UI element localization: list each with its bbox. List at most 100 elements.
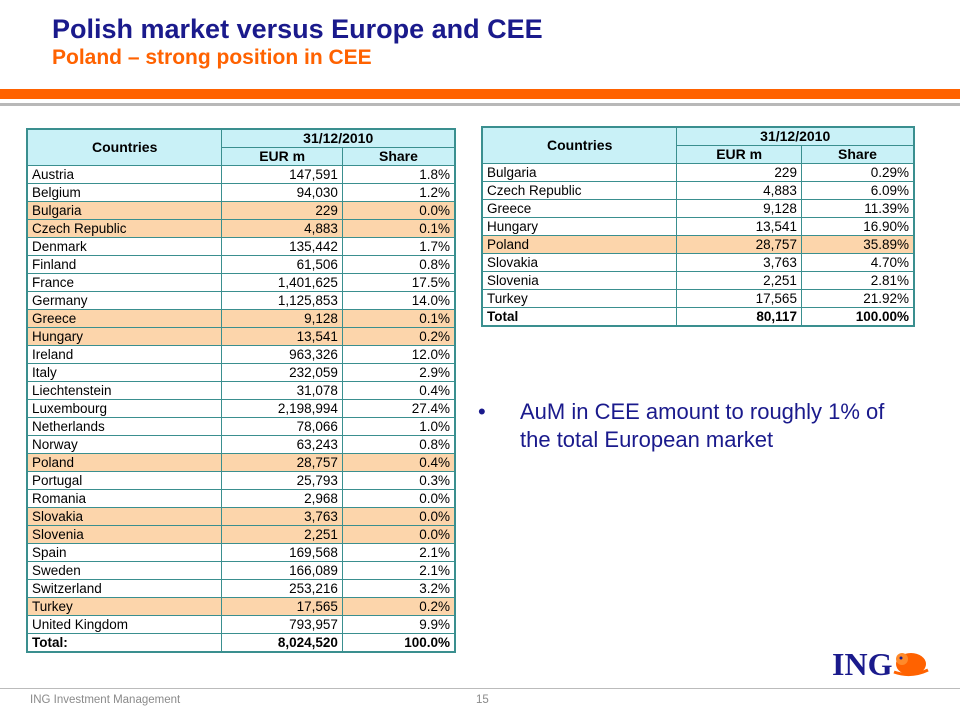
table-row: Poland 28,757 35.89% (481, 235, 915, 254)
table-row: Greece 9,128 11.39% (481, 199, 915, 218)
country-cell: France (26, 273, 223, 292)
table-row: Bulgaria 229 0.0% (26, 201, 456, 220)
footer-divider (0, 688, 960, 689)
share-cell: 0.1% (341, 309, 456, 328)
country-cell: Norway (26, 435, 223, 454)
country-cell: Slovenia (26, 525, 223, 544)
share-cell: 0.4% (341, 453, 456, 472)
country-cell: Greece (481, 199, 678, 218)
table-row: Sweden 166,089 2.1% (26, 561, 456, 580)
eur-cell: 31,078 (221, 381, 343, 400)
col-header-share: Share (800, 145, 915, 164)
share-cell: 1.8% (341, 165, 456, 184)
share-cell: 0.0% (341, 201, 456, 220)
country-cell: Hungary (481, 217, 678, 236)
share-cell: 1.0% (341, 417, 456, 436)
share-cell: 14.0% (341, 291, 456, 310)
share-cell: 0.8% (341, 255, 456, 274)
share-cell: 0.2% (341, 327, 456, 346)
country-cell: Ireland (26, 345, 223, 364)
eur-cell: 28,757 (221, 453, 343, 472)
table-row: Turkey 17,565 0.2% (26, 597, 456, 616)
share-cell: 9.9% (341, 615, 456, 634)
total-eur: 80,117 (676, 307, 802, 327)
share-cell: 11.39% (800, 199, 915, 218)
country-cell: United Kingdom (26, 615, 223, 634)
share-cell: 0.0% (341, 489, 456, 508)
table-row: Slovakia 3,763 4.70% (481, 253, 915, 272)
table-row: Belgium 94,030 1.2% (26, 183, 456, 202)
eur-cell: 1,125,853 (221, 291, 343, 310)
eur-cell: 2,968 (221, 489, 343, 508)
col-header-eur: EUR m (221, 147, 343, 166)
col-header-countries: Countries (26, 128, 223, 166)
eur-cell: 135,442 (221, 237, 343, 256)
eur-cell: 94,030 (221, 183, 343, 202)
share-cell: 0.0% (341, 525, 456, 544)
share-cell: 21.92% (800, 289, 915, 308)
col-header-share: Share (341, 147, 456, 166)
ing-logo: ING (832, 646, 932, 682)
table-row: Hungary 13,541 0.2% (26, 327, 456, 346)
eur-cell: 963,326 (221, 345, 343, 364)
logo-text: ING (832, 646, 893, 682)
col-header-eur: EUR m (676, 145, 802, 164)
eur-cell: 9,128 (676, 199, 802, 218)
eur-cell: 25,793 (221, 471, 343, 490)
country-cell: Belgium (26, 183, 223, 202)
share-cell: 16.90% (800, 217, 915, 236)
country-cell: Slovakia (481, 253, 678, 272)
table-row: Czech Republic 4,883 6.09% (481, 181, 915, 200)
bullet-point: • AuM in CEE amount to roughly 1% of the… (478, 398, 908, 454)
country-cell: Slovenia (481, 271, 678, 290)
country-cell: Poland (481, 235, 678, 254)
total-row: Total: 8,024,520 100.0% (26, 633, 456, 653)
lion-icon (892, 648, 930, 683)
share-cell: 3.2% (341, 579, 456, 598)
share-cell: 4.70% (800, 253, 915, 272)
share-cell: 27.4% (341, 399, 456, 418)
total-label: Total (481, 307, 678, 327)
share-cell: 0.1% (341, 219, 456, 238)
page-subtitle: Poland – strong position in CEE (52, 46, 372, 69)
eur-cell: 169,568 (221, 543, 343, 562)
col-header-countries: Countries (481, 126, 678, 164)
country-cell: Greece (26, 309, 223, 328)
eur-cell: 166,089 (221, 561, 343, 580)
total-share: 100.0% (341, 633, 456, 653)
country-cell: Liechtenstein (26, 381, 223, 400)
bullet-text: AuM in CEE amount to roughly 1% of the t… (520, 399, 885, 452)
table-row: Portugal 25,793 0.3% (26, 471, 456, 490)
eur-cell: 793,957 (221, 615, 343, 634)
eur-cell: 147,591 (221, 165, 343, 184)
table-row: Denmark 135,442 1.7% (26, 237, 456, 256)
share-cell: 35.89% (800, 235, 915, 254)
table-row: Liechtenstein 31,078 0.4% (26, 381, 456, 400)
eur-cell: 4,883 (676, 181, 802, 200)
share-cell: 12.0% (341, 345, 456, 364)
share-cell: 2.9% (341, 363, 456, 382)
table-row: France 1,401,625 17.5% (26, 273, 456, 292)
country-cell: Romania (26, 489, 223, 508)
page-title: Polish market versus Europe and CEE (52, 14, 543, 44)
table-row: Italy 232,059 2.9% (26, 363, 456, 382)
eur-cell: 3,763 (221, 507, 343, 526)
table-row: Slovenia 2,251 2.81% (481, 271, 915, 290)
eur-cell: 232,059 (221, 363, 343, 382)
eur-cell: 13,541 (221, 327, 343, 346)
country-cell: Switzerland (26, 579, 223, 598)
country-cell: Turkey (481, 289, 678, 308)
share-cell: 6.09% (800, 181, 915, 200)
table-row: Austria 147,591 1.8% (26, 165, 456, 184)
table-row: Finland 61,506 0.8% (26, 255, 456, 274)
table-row: Czech Republic 4,883 0.1% (26, 219, 456, 238)
country-cell: Sweden (26, 561, 223, 580)
country-cell: Spain (26, 543, 223, 562)
country-cell: Finland (26, 255, 223, 274)
page-number: 15 (476, 694, 489, 706)
table-row: Norway 63,243 0.8% (26, 435, 456, 454)
table-row: Switzerland 253,216 3.2% (26, 579, 456, 598)
orange-divider (0, 89, 960, 99)
table-row: Luxembourg 2,198,994 27.4% (26, 399, 456, 418)
grey-divider (0, 103, 960, 106)
